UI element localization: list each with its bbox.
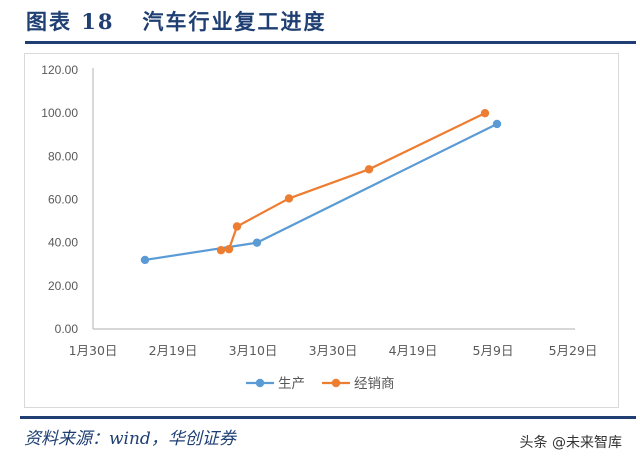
y-axis: 0.00 20.00 40.00 60.00 80.00 100.00 120.00 bbox=[41, 63, 94, 336]
header-divider bbox=[25, 41, 636, 44]
x-tick-label: 1月30日 bbox=[69, 343, 118, 358]
data-point-marker bbox=[284, 194, 294, 203]
data-point-marker bbox=[216, 246, 226, 255]
footer-divider bbox=[20, 416, 636, 419]
x-tick-label: 2月19日 bbox=[149, 343, 198, 358]
data-point-marker bbox=[252, 238, 262, 247]
x-tick-label: 3月30日 bbox=[309, 343, 358, 358]
y-tick-label: 20.00 bbox=[48, 279, 78, 293]
data-point-marker bbox=[224, 244, 234, 254]
y-tick-label: 120.00 bbox=[41, 63, 78, 77]
legend-label: 经销商 bbox=[354, 376, 395, 392]
legend-marker-icon bbox=[255, 378, 265, 388]
figure-title: 图表 18 汽车行业复工进度 bbox=[26, 9, 327, 34]
legend-marker-icon bbox=[331, 378, 341, 388]
legend-item-dealer: 经销商 bbox=[322, 376, 395, 392]
y-tick-label: 0.00 bbox=[55, 322, 79, 336]
chart-legend: 生产 经销商 bbox=[246, 376, 395, 392]
legend-label: 生产 bbox=[278, 376, 305, 392]
data-point-marker bbox=[480, 108, 490, 118]
series-production bbox=[140, 119, 502, 265]
data-point-marker bbox=[232, 222, 242, 231]
data-point-marker bbox=[140, 255, 150, 265]
x-tick-label: 3月10日 bbox=[229, 343, 278, 358]
series-dealer bbox=[216, 108, 490, 255]
x-tick-label: 5月29日 bbox=[549, 343, 598, 358]
y-tick-label: 80.00 bbox=[48, 149, 78, 163]
chart-frame bbox=[24, 53, 619, 408]
legend-item-production: 生产 bbox=[246, 376, 305, 392]
source-note: 资料来源：wind，华创证券 bbox=[24, 429, 236, 449]
y-tick-label: 100.00 bbox=[41, 106, 78, 120]
y-tick-label: 60.00 bbox=[48, 193, 78, 207]
x-axis: 1月30日 2月19日 3月10日 3月30日 4月19日 5月9日 5月29日 bbox=[69, 328, 598, 358]
x-tick-label: 4月19日 bbox=[389, 343, 438, 358]
x-tick-label: 5月9日 bbox=[473, 343, 514, 358]
series-lines bbox=[140, 108, 502, 265]
data-point-marker bbox=[492, 119, 502, 129]
watermark: 头条 @未来智库 bbox=[519, 435, 622, 451]
data-point-marker bbox=[364, 165, 374, 174]
y-tick-label: 40.00 bbox=[48, 236, 78, 250]
